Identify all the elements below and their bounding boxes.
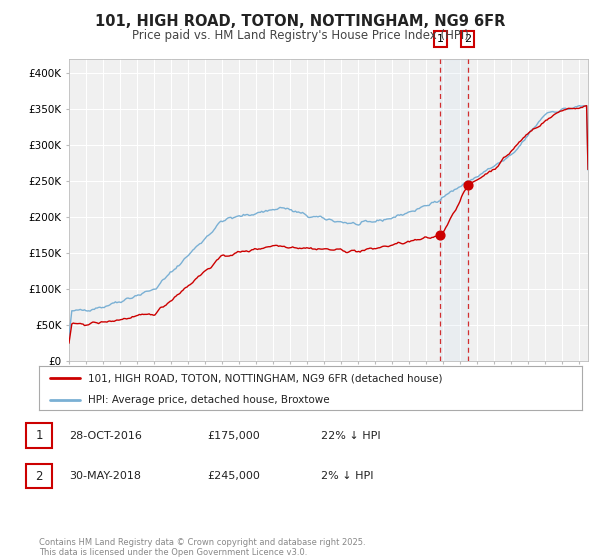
Bar — [440, 59, 467, 361]
Point — [436, 231, 445, 240]
Point — [463, 180, 472, 189]
Text: Contains HM Land Registry data © Crown copyright and database right 2025.
This d: Contains HM Land Registry data © Crown c… — [39, 538, 365, 557]
Text: 1: 1 — [437, 34, 444, 44]
Text: £245,000: £245,000 — [207, 471, 260, 481]
Text: 28-OCT-2016: 28-OCT-2016 — [69, 431, 142, 441]
Text: 2: 2 — [464, 34, 471, 44]
Text: 101, HIGH ROAD, TOTON, NOTTINGHAM, NG9 6FR: 101, HIGH ROAD, TOTON, NOTTINGHAM, NG9 6… — [95, 14, 505, 29]
Text: 2: 2 — [35, 469, 43, 483]
Text: 1: 1 — [35, 429, 43, 442]
Text: 22% ↓ HPI: 22% ↓ HPI — [321, 431, 380, 441]
Text: 101, HIGH ROAD, TOTON, NOTTINGHAM, NG9 6FR (detached house): 101, HIGH ROAD, TOTON, NOTTINGHAM, NG9 6… — [88, 374, 442, 384]
Text: 2% ↓ HPI: 2% ↓ HPI — [321, 471, 373, 481]
Text: £175,000: £175,000 — [207, 431, 260, 441]
Text: HPI: Average price, detached house, Broxtowe: HPI: Average price, detached house, Brox… — [88, 395, 329, 405]
Text: Price paid vs. HM Land Registry's House Price Index (HPI): Price paid vs. HM Land Registry's House … — [131, 29, 469, 42]
Text: 30-MAY-2018: 30-MAY-2018 — [69, 471, 141, 481]
